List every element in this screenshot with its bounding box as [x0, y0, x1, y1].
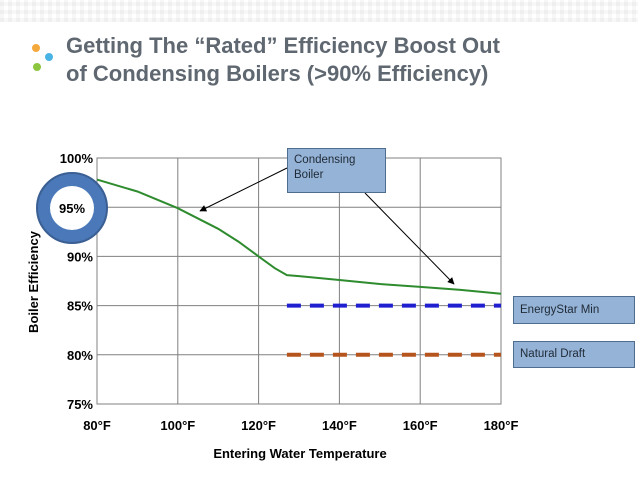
plot-area	[96, 157, 502, 405]
header-pattern	[0, 0, 638, 22]
y-tick-label: 85%	[67, 299, 93, 314]
y-tick-label: 90%	[67, 249, 93, 264]
condensing-arrow-2	[364, 192, 455, 285]
blue-dot-icon	[45, 53, 53, 61]
highlight-inner	[50, 186, 94, 230]
condensing-boiler-label: Condensing Boiler	[294, 154, 356, 181]
series-line-condensing-boiler	[96, 178, 502, 295]
x-tick-label: 160°F	[403, 418, 438, 433]
slide-title-line-1: Getting The “Rated” Efficiency Boost Out	[66, 33, 500, 58]
energystar-label: EnergyStar Min	[520, 304, 600, 316]
x-tick-label: 180°F	[484, 418, 519, 433]
slide-title-line-2: of Condensing Boilers (>90% Efficiency)	[66, 61, 489, 86]
natural-draft-callout: Natural Draft	[513, 341, 635, 368]
y-axis-label: Boiler Efficiency	[26, 230, 41, 333]
slide-title: Getting The “Rated” Efficiency Boost Out…	[66, 32, 626, 88]
x-tick-label: 100°F	[160, 418, 195, 433]
x-tick-label: 140°F	[322, 418, 357, 433]
x-axis-ticks: 80°F 100°F 120°F 140°F 160°F 180°F	[83, 418, 518, 433]
y-tick-label: 80%	[67, 348, 93, 363]
natural-draft-label: Natural Draft	[520, 348, 586, 360]
x-axis-label: Entering Water Temperature	[213, 446, 386, 461]
orange-dot-icon	[32, 44, 40, 52]
y-tick-label: 100%	[60, 151, 94, 166]
accent-dots-icon	[32, 44, 56, 72]
x-tick-label: 120°F	[241, 418, 276, 433]
highlight-label: 95%	[59, 201, 85, 216]
chart-grid	[96, 157, 502, 405]
energystar-callout: EnergyStar Min	[513, 296, 635, 324]
highlight-95-marker: 95%	[36, 172, 108, 244]
chart-series	[96, 178, 502, 357]
x-tick-label: 80°F	[83, 418, 111, 433]
y-tick-label: 75%	[67, 397, 93, 412]
condensing-arrow-1	[199, 167, 288, 212]
condensing-boiler-callout: Condensing Boiler	[287, 148, 386, 193]
green-dot-icon	[33, 63, 41, 71]
